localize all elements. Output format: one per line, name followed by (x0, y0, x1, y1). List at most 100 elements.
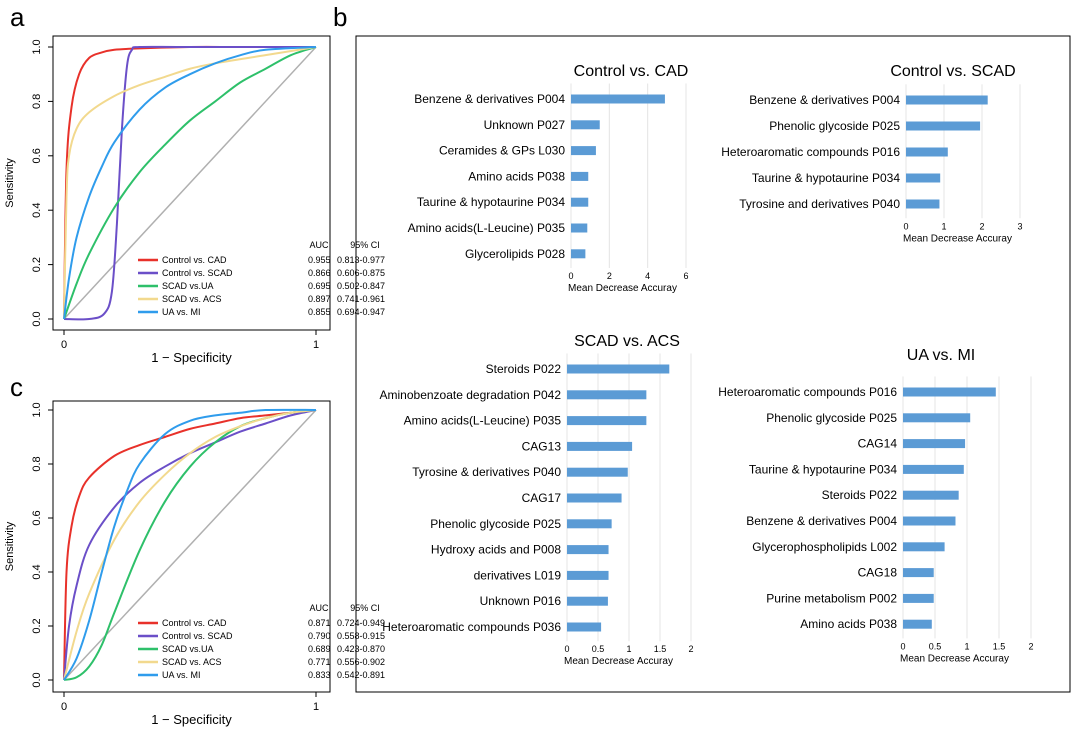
bar (903, 387, 996, 397)
y-axis-label: Sensitivity (4, 521, 16, 571)
bar (903, 516, 956, 526)
y-axis-label: Sensitivity (4, 158, 16, 208)
bar (903, 439, 966, 449)
x-tick-label: 0 (61, 701, 67, 713)
bar (903, 619, 932, 629)
legend-auc: 0.871 (308, 618, 331, 628)
category-label: Amino acids P038 (800, 617, 897, 631)
category-label: Steroids P022 (822, 488, 898, 502)
category-label: CAG13 (522, 439, 562, 453)
category-label: Benzene & derivatives P004 (746, 514, 897, 528)
legend-series-name: UA vs. MI (162, 307, 201, 317)
x-tick-label: 4 (645, 271, 650, 281)
x-tick-label: 0 (903, 221, 908, 231)
legend-header-ci: 95% CI (350, 603, 380, 613)
legend-series-name: Control vs. SCAD (162, 268, 233, 278)
category-label: Phenolic glycoside P025 (769, 119, 900, 133)
category-label: Benzene & derivatives P004 (749, 93, 900, 107)
category-label: Amino acids(L-Leucine) P035 (408, 221, 566, 235)
bar-chart-control-vs-cad: Control vs. CAD 0 2 4 6 Mean Decrease Accuray… (408, 63, 689, 294)
category-label: Unknown P027 (484, 118, 566, 132)
legend-auc: 0.866 (308, 268, 331, 278)
category-label: Phenolic glycoside P025 (766, 411, 897, 425)
y-tick-label: 1.0 (31, 39, 43, 54)
bar (906, 199, 940, 209)
plot-frame (52, 400, 331, 693)
legend-auc: 0.689 (308, 644, 331, 654)
roc-curve (63, 409, 317, 681)
bar (903, 490, 959, 500)
x-axis-label: Mean Decrease Accuray (903, 233, 1012, 244)
x-tick-label: 2 (607, 271, 612, 281)
legend-ci: 0.542-0.891 (337, 670, 385, 680)
bar (567, 519, 612, 529)
bar (567, 390, 647, 400)
bar (567, 364, 670, 374)
x-tick-label: 1.5 (993, 641, 1006, 651)
legend-ci: 0.724-0.949 (337, 618, 385, 628)
legend-ci: 0.556-0.902 (337, 657, 385, 667)
y-tick-label: 0.6 (31, 510, 43, 525)
bar (571, 146, 596, 156)
legend-series-name: Control vs. CAD (162, 255, 227, 265)
x-tick-label: 0.5 (929, 641, 942, 651)
legend-header-auc: AUC (309, 240, 329, 250)
bar (903, 542, 945, 552)
bar (571, 94, 665, 104)
x-tick-label: 1 (313, 339, 319, 351)
x-axis-label: 1 − Specificity (151, 712, 232, 727)
chart-title: Control vs. CAD (574, 63, 689, 80)
bar (571, 120, 600, 130)
x-tick-label: 0.5 (592, 644, 605, 654)
category-label: Aminobenzoate degradation P042 (380, 388, 562, 402)
bar (567, 596, 608, 606)
bar (571, 249, 586, 259)
bar-chart-scad-vs-acs: SCAD vs. ACS 0 0.5 1 1.5 2 Mean Decrease Accur… (380, 333, 694, 667)
bar (571, 197, 589, 207)
category-label: Glycerophospholipids L002 (752, 540, 897, 554)
x-tick-label: 1 (964, 641, 969, 651)
y-tick-label: 0.4 (31, 203, 43, 218)
x-tick-label: 1 (313, 701, 319, 713)
x-tick-label: 1 (626, 644, 631, 654)
x-tick-label: 3 (1017, 221, 1022, 231)
legend-series-name: Control vs. SCAD (162, 631, 233, 641)
chart-title: UA vs. MI (907, 347, 975, 364)
category-label: Amino acids P038 (468, 169, 565, 183)
legend-series-name: SCAD vs. ACS (162, 294, 222, 304)
bar (571, 171, 589, 181)
bar-chart-ua-vs-mi: UA vs. MI 0 0.5 1 1.5 2 Mean Decrease Accuray H… (718, 347, 1033, 664)
panel-label-b: b (333, 2, 347, 32)
legend-auc: 0.897 (308, 294, 331, 304)
x-axis-label: Mean Decrease Accuray (568, 283, 677, 294)
y-tick-label: 0.2 (31, 618, 43, 633)
category-label: Unknown P016 (480, 594, 562, 608)
category-label: Amino acids(L-Leucine) P035 (404, 414, 562, 428)
bar (903, 568, 934, 578)
legend-auc: 0.790 (308, 631, 331, 641)
category-label: Taurine & hypotaurine P034 (417, 195, 565, 209)
bar-chart-control-vs-scad: Control vs. SCAD 0 1 2 3 Mean Decrease Accura… (721, 63, 1022, 244)
bar (567, 416, 647, 426)
category-label: Glycerolipids P028 (465, 247, 565, 261)
bar (567, 545, 609, 555)
bar (571, 223, 588, 233)
roc-curve (63, 46, 317, 320)
roc-curve (63, 45, 316, 321)
bar (906, 95, 988, 105)
legend-series-name: UA vs. MI (162, 670, 201, 680)
roc-chart-c: 0.0 0.2 0.4 0.6 0.8 1.0 0 1 1 − Specificity Sensi… (4, 400, 385, 727)
legend-auc: 0.695 (308, 281, 331, 291)
legend-auc: 0.955 (308, 255, 331, 265)
category-label: Heteroaromatic compounds P016 (721, 145, 900, 159)
x-tick-label: 1 (941, 221, 946, 231)
y-tick-label: 0.2 (31, 257, 43, 272)
bar (906, 147, 948, 157)
category-label: Taurine & hypotaurine P034 (749, 462, 897, 476)
legend-series-name: SCAD vs.UA (162, 644, 214, 654)
roc-curve (63, 409, 317, 681)
x-tick-label: 0 (900, 641, 905, 651)
legend-series-name: Control vs. CAD (162, 618, 227, 628)
bar (567, 467, 628, 477)
